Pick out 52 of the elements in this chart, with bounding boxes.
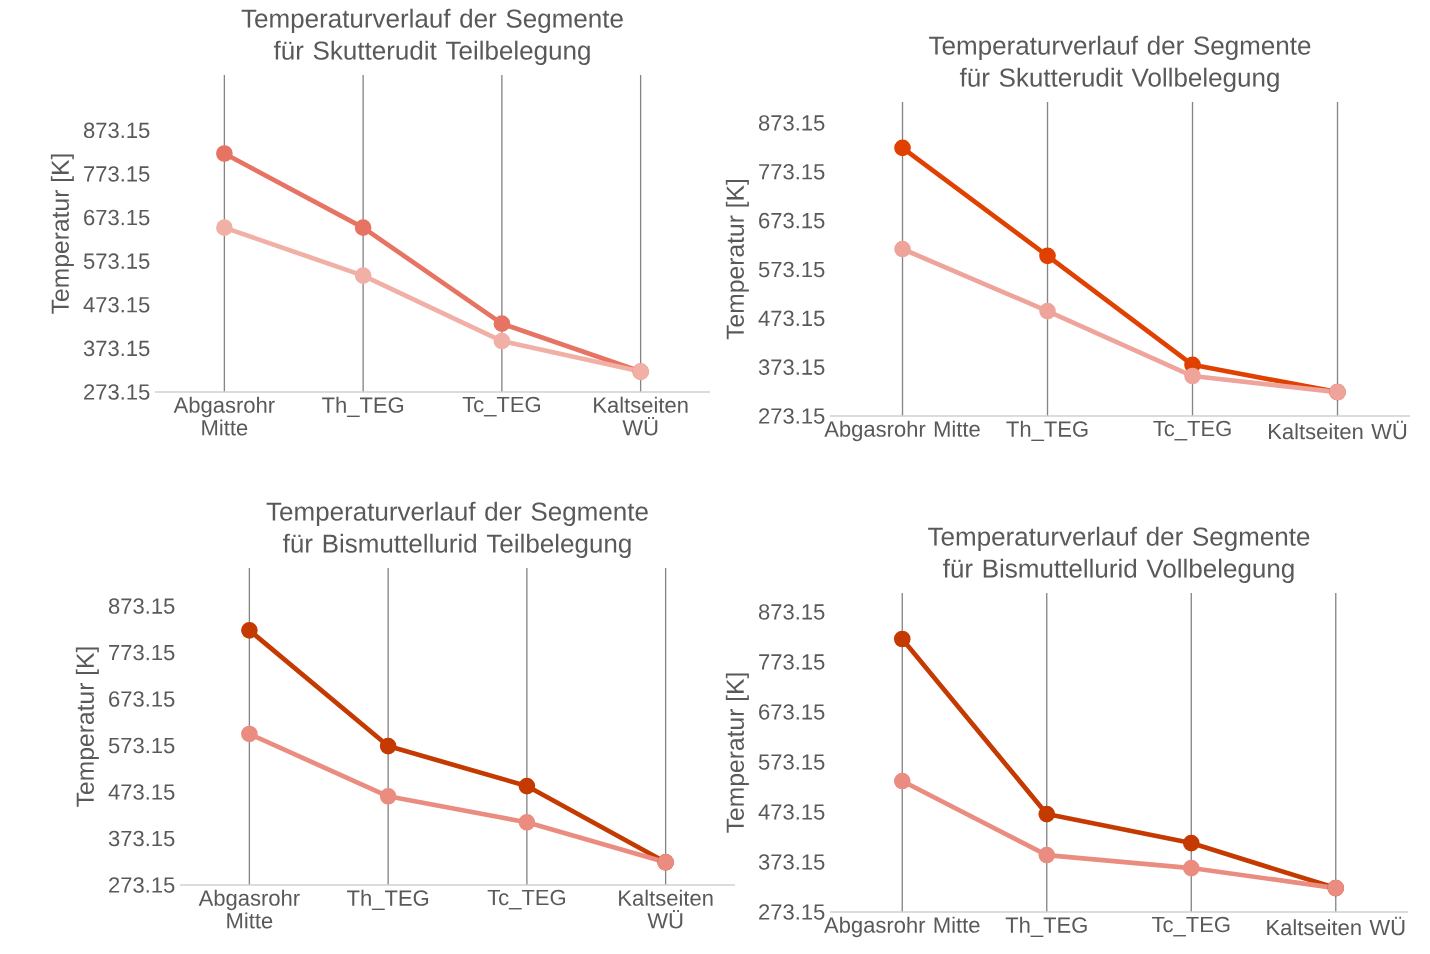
y-tick-label: 473.15 (108, 784, 175, 800)
y-tick-label: 773.15 (759, 163, 825, 180)
x-tick-label: Th_TEG (347, 889, 429, 911)
y-tick-label: 273.15 (759, 904, 825, 920)
y-axis-title: Temperatur [K] (725, 673, 749, 833)
x-tick-label: Tc_TEG (1152, 916, 1230, 937)
y-tick-label: 373.15 (758, 854, 825, 870)
y-tick-label: 573.15 (758, 261, 825, 278)
x-tick-label: Kaltseiten WÜ (1267, 916, 1405, 936)
y-axis-title: Temperatur [K] (50, 154, 74, 314)
chart-title: Temperaturverlauf der Segmente für Skutterudit Vollbelegung (929, 35, 1311, 92)
x-tick-label: Kaltseiten WÜ (594, 396, 688, 436)
y-tick-label: 373.15 (108, 830, 175, 847)
y-tick-label: 273.15 (84, 384, 150, 400)
y-tick-label: 673.15 (759, 704, 825, 720)
y-tick-label: 573.15 (758, 754, 825, 770)
x-tick-label: Th_TEG (322, 396, 404, 418)
x-tick-label: Abgasrohr Mitte (198, 889, 300, 929)
y-tick-label: 573.15 (108, 737, 175, 754)
y-axis-title: Temperatur [K] (725, 179, 749, 340)
y-tick-label: 773.15 (109, 644, 175, 661)
y-tick-label: 373.15 (83, 340, 150, 357)
chart-title: Temperaturverlauf der Segmente für Bismuttellurid Teilbelegung (266, 501, 648, 558)
y-tick-label: 473.15 (758, 310, 825, 327)
y-tick-label: 673.15 (84, 209, 150, 226)
y-tick-label: 273.15 (109, 877, 175, 893)
y-tick-label: 873.15 (758, 115, 825, 131)
x-tick-label: Kaltseiten WÜ (619, 889, 713, 929)
x-tick-label: Th_TEG (1005, 916, 1087, 938)
y-tick-label: 673.15 (759, 212, 825, 229)
x-tick-label: Abgasrohr Mitte (824, 420, 980, 442)
x-tick-label: Abgasrohr Mitte (173, 396, 275, 436)
chart-title: Temperaturverlauf der Segmente für Skutterudit Teilbelegung (241, 8, 623, 65)
chart-title: Temperaturverlauf der Segmente für Bismuttellurid Vollbelegung (928, 526, 1310, 583)
y-tick-label: 373.15 (758, 359, 825, 375)
x-tick-label: Tc_TEG (1153, 420, 1231, 441)
y-tick-label: 773.15 (84, 166, 150, 182)
x-tick-label: Th_TEG (1006, 420, 1088, 442)
y-axis-title: Temperatur [K] (75, 647, 99, 807)
y-tick-label: 873.15 (83, 122, 150, 139)
y-tick-label: 573.15 (83, 253, 150, 269)
y-tick-label: 473.15 (758, 804, 825, 820)
x-tick-label: Tc_TEG (487, 889, 565, 910)
x-tick-label: Tc_TEG (462, 396, 540, 417)
y-tick-label: 673.15 (109, 691, 175, 707)
y-tick-label: 773.15 (759, 654, 825, 670)
x-tick-label: Abgasrohr Mitte (824, 916, 980, 938)
y-tick-label: 873.15 (108, 598, 175, 614)
y-tick-label: 873.15 (758, 604, 825, 620)
y-tick-label: 273.15 (759, 408, 825, 424)
y-tick-label: 473.15 (83, 296, 150, 313)
x-tick-label: Kaltseiten WÜ (1269, 420, 1407, 440)
